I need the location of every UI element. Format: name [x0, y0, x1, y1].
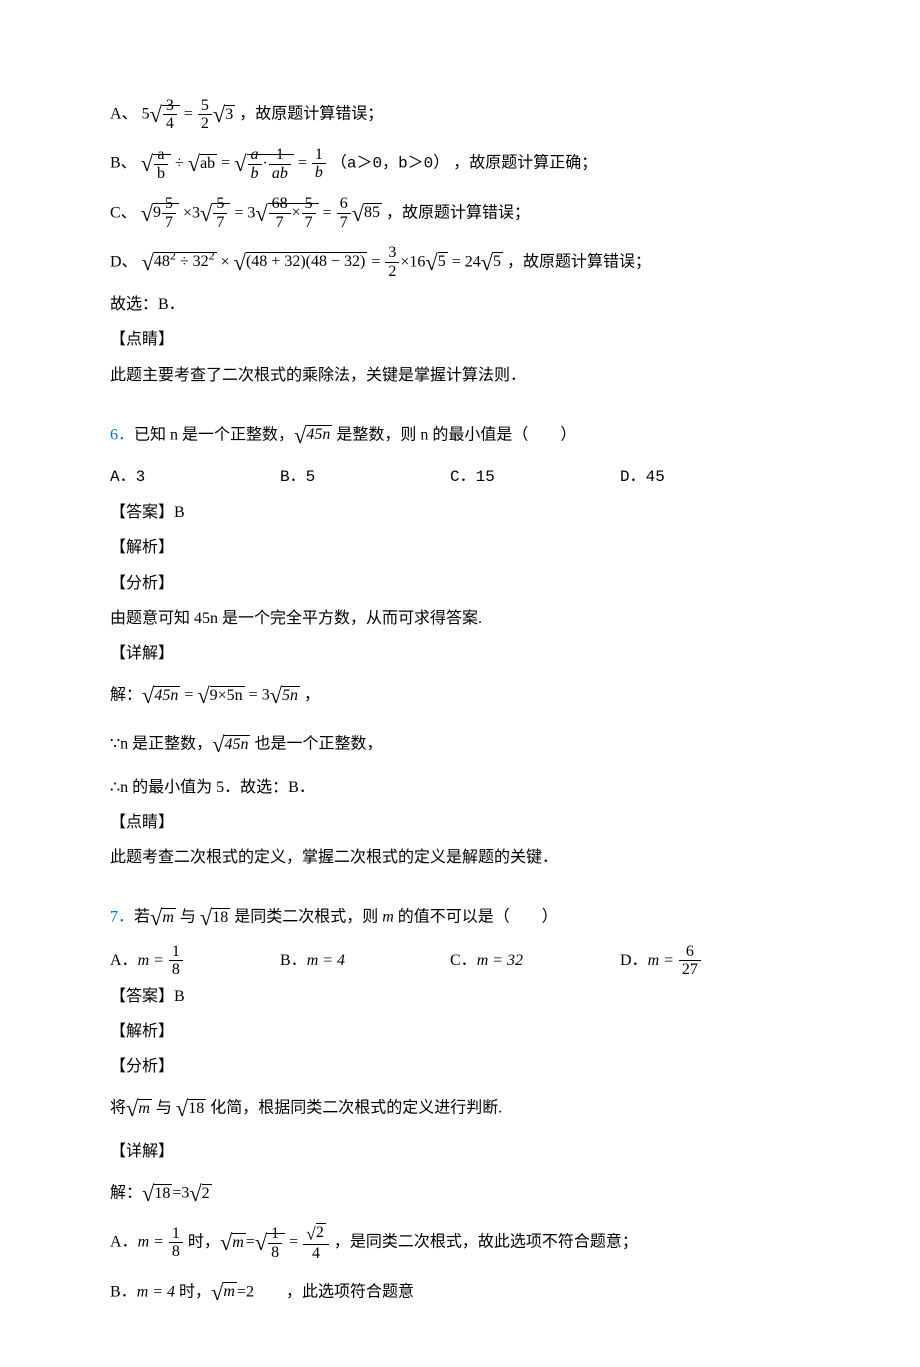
- item-b: B、 √ab ÷ √ab = √ab·1ab = 1b （a＞0，b＞0） ，故…: [110, 139, 810, 188]
- q7-number: 7．: [110, 909, 134, 926]
- conclusion: 故选：B．: [110, 287, 810, 322]
- q7-stem: 7．若√m 与 √18 是同类二次根式，则 m 的值不可以是（ ）: [110, 893, 810, 942]
- item-d: D、 √482 ÷ 322 × √(48 + 32)(48 − 32) = 32…: [110, 238, 810, 287]
- q7-opt-d: D．m = 627: [620, 943, 702, 979]
- xiangjie-label: 【详解】: [110, 636, 810, 671]
- q7-sol: 解：√18=3√2: [110, 1169, 810, 1218]
- q6-options: A．3 B．5 C．15 D．45: [110, 460, 810, 495]
- dianjing-label: 【点睛】: [110, 322, 810, 357]
- item-c: C、 √957 ×3√57 = 3√687×57 = 67√85 ，故原题计算错…: [110, 189, 810, 238]
- q6-number: 6．: [110, 426, 134, 443]
- q6-sol-1: 解：√45n = √9×5n = 3√5n ，: [110, 671, 810, 720]
- q7-opt-a: A．m = 18: [110, 943, 280, 979]
- q6-stem: 6．已知 n 是一个正整数，√45n 是整数，则 n 的最小值是（ ）: [110, 411, 810, 460]
- q6-opt-a: A．3: [110, 460, 280, 495]
- q6-opt-d: D．45: [620, 460, 665, 495]
- label-a: A、: [110, 105, 138, 122]
- q7-fenxi-text: 将√m 与 √18 化简，根据同类二次根式的定义进行判断.: [110, 1084, 810, 1133]
- q6-answer: 【答案】B: [110, 495, 810, 530]
- q7-opt-b: B．m = 4: [280, 943, 450, 979]
- item-a: A、 5√34 = 52√3 ，故原题计算错误；: [110, 90, 810, 139]
- q7-opt-c: C．m = 32: [450, 943, 620, 979]
- jiexi-label: 【解析】: [110, 530, 810, 565]
- fenxi-label-2: 【分析】: [110, 1049, 810, 1084]
- q6-sol-3: ∴n 的最小值为 5．故选：B．: [110, 770, 810, 805]
- q7-opt-a-sol: A．m = 18 时，√m=√18 = √24 ，是同类二次根式，故此选项不符合…: [110, 1218, 810, 1267]
- xiangjie-label-2: 【详解】: [110, 1134, 810, 1169]
- q7-opt-b-sol: B．m = 4 时，√m=2 ，此选项符合题意: [110, 1268, 810, 1317]
- dianjing-label-2: 【点睛】: [110, 805, 810, 840]
- fenxi-label: 【分析】: [110, 566, 810, 601]
- jiexi-label-2: 【解析】: [110, 1014, 810, 1049]
- sqrt: √34: [150, 90, 180, 139]
- q6-sol-2: ∵n 是正整数，√45n 也是一个正整数，: [110, 720, 810, 769]
- q7-options: A．m = 18 B．m = 4 C．m = 32 D．m = 627: [110, 943, 810, 979]
- q6-fenxi-text: 由题意可知 45n 是一个完全平方数，从而可求得答案.: [110, 601, 810, 636]
- dianjing-text: 此题主要考查了二次根式的乘除法，关键是掌握计算法则．: [110, 358, 810, 393]
- q6-opt-b: B．5: [280, 460, 450, 495]
- q6-opt-c: C．15: [450, 460, 620, 495]
- q6-dianjing: 此题考查二次根式的定义，掌握二次根式的定义是解题的关键．: [110, 840, 810, 875]
- q7-answer: 【答案】B: [110, 979, 810, 1014]
